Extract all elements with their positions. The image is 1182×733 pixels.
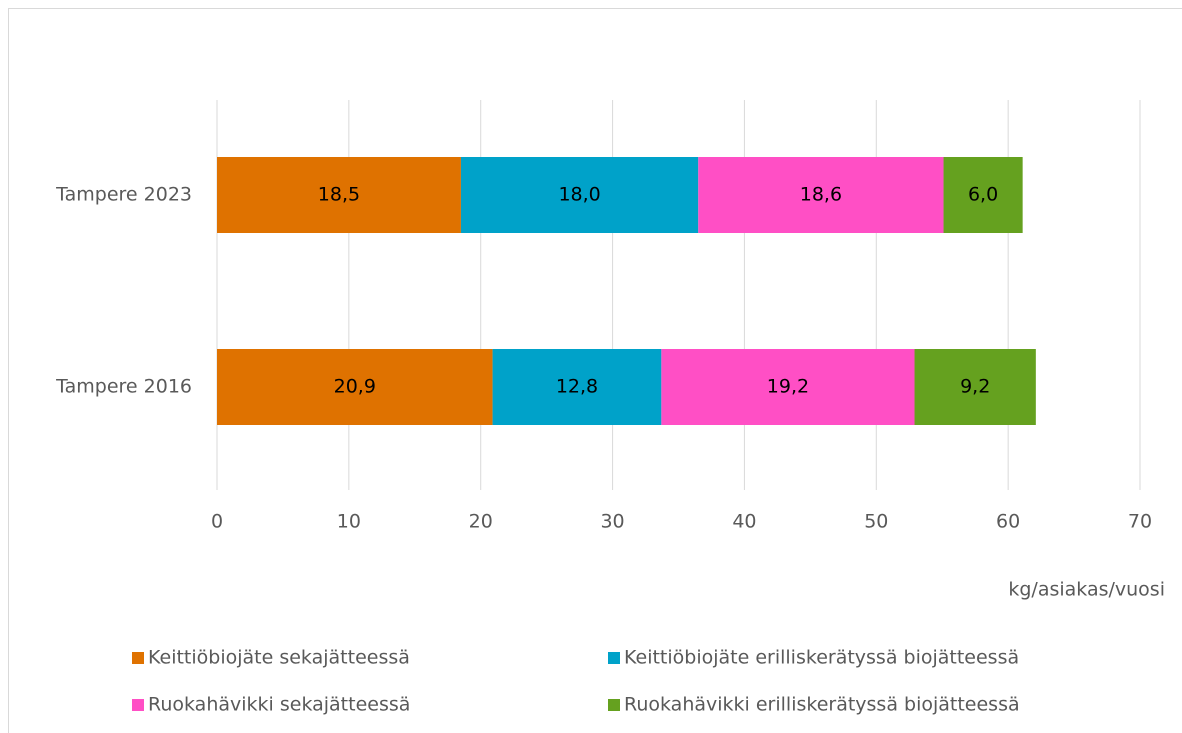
bar-segment (698, 157, 944, 233)
data-label: 20,9 (334, 376, 376, 398)
bar-segment (914, 349, 1036, 425)
data-label: 18,5 (318, 184, 360, 206)
legend-swatch (608, 699, 620, 711)
legend-swatch (132, 652, 144, 664)
bar-segment (217, 349, 493, 425)
data-label: 19,2 (767, 376, 809, 398)
legend-swatch (608, 652, 620, 664)
data-label: 18,0 (558, 184, 600, 206)
y-tick-label: Tampere 2016 (55, 376, 192, 398)
bar-segment (460, 157, 699, 233)
x-tick-label: 20 (469, 511, 493, 533)
bar-segment (492, 349, 662, 425)
data-label: 9,2 (960, 376, 990, 398)
bar-segment (217, 157, 461, 233)
x-axis-label: kg/asiakas/vuosi (1008, 579, 1165, 601)
y-tick-label: Tampere 2023 (55, 184, 192, 206)
bar-segment (661, 349, 915, 425)
x-tick-label: 70 (1128, 511, 1152, 533)
legend-swatch (132, 699, 144, 711)
data-label: 12,8 (556, 376, 598, 398)
legend-label: Keittiöbiojäte sekajätteessä (148, 647, 410, 669)
x-tick-label: 0 (211, 511, 223, 533)
legend-label: Keittiöbiojäte erilliskerätyssä biojätte… (624, 647, 1019, 669)
data-label: 18,6 (800, 184, 842, 206)
x-tick-label: 10 (337, 511, 361, 533)
x-tick-label: 60 (996, 511, 1020, 533)
data-label: 6,0 (968, 184, 998, 206)
x-tick-label: 30 (600, 511, 624, 533)
chart-frame (8, 8, 1182, 733)
legend-label: Ruokahävikki sekajätteessä (148, 694, 410, 716)
x-tick-label: 40 (732, 511, 756, 533)
legend-label: Ruokahävikki erilliskerätyssä biojättees… (624, 694, 1020, 716)
bar-segment (943, 157, 1023, 233)
x-tick-label: 50 (864, 511, 888, 533)
